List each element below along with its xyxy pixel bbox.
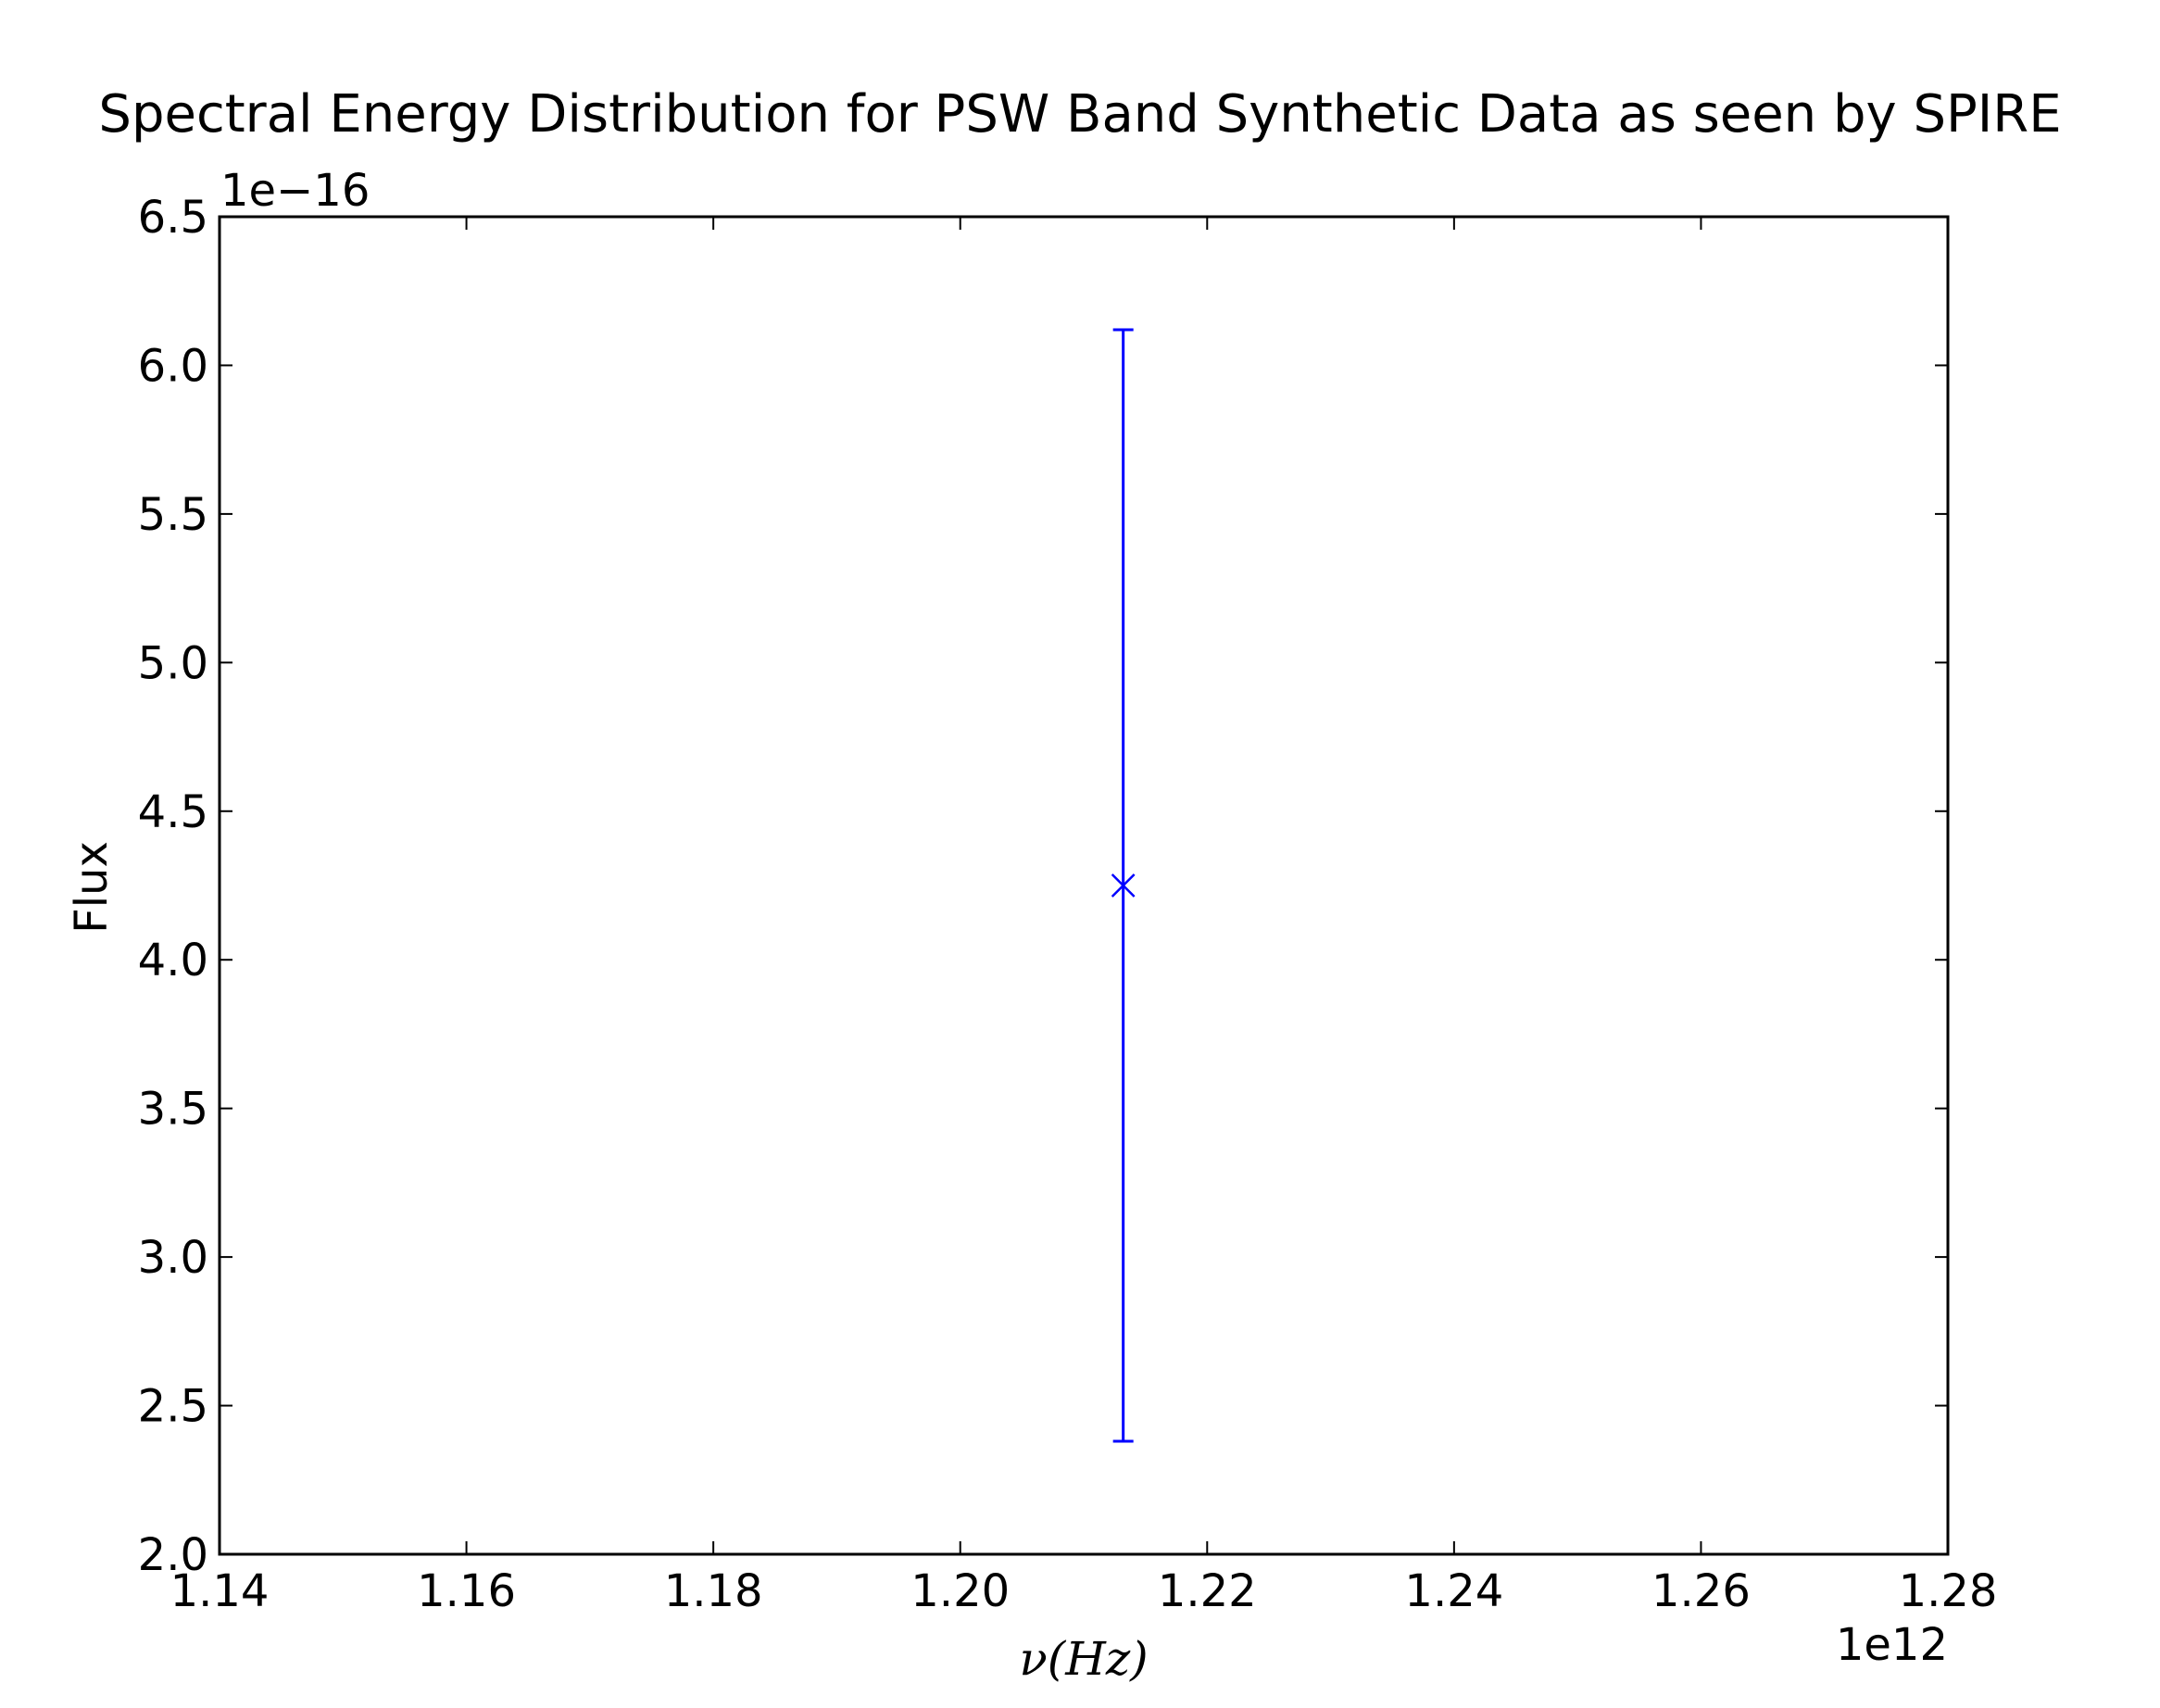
data-point-marker	[1111, 873, 1136, 898]
x-tick-label: 1.16	[417, 1565, 516, 1617]
x-tick-label: 1.14	[170, 1565, 270, 1617]
y-tick-label: 2.5	[138, 1381, 208, 1433]
x-tick-label: 1.24	[1404, 1565, 1503, 1617]
plot-area	[218, 215, 1950, 1556]
x-tick-label: 1.20	[910, 1565, 1010, 1617]
y-axis-ticks: 2.0 2.5 3.0 3.5 4.0 4.5 5.0 5.5 6.0 6.5	[138, 192, 1948, 1581]
x-tick-label: 1.22	[1158, 1565, 1257, 1617]
y-axis-offset-label: 1e−16	[220, 165, 370, 217]
y-tick-label: 4.0	[138, 935, 208, 986]
x-axis-offset-label: 1e12	[1836, 1619, 1948, 1671]
y-tick-label: 5.5	[138, 489, 208, 541]
y-tick-label: 4.5	[138, 786, 208, 838]
x-tick-label: 1.18	[664, 1565, 763, 1617]
x-axis-ticks: 1.14 1.16 1.18 1.20 1.22 1.24 1.26 1.28	[170, 217, 1998, 1617]
series-markers	[1111, 328, 1136, 1443]
chart-title: Spectral Energy Distribution for PSW Ban…	[98, 84, 2061, 144]
y-axis-label: Flux	[66, 841, 118, 934]
y-tick-label: 6.0	[138, 340, 208, 392]
x-axis-label: ν(Hz)	[1019, 1632, 1148, 1686]
y-tick-label: 5.0	[138, 637, 208, 689]
y-tick-label: 3.0	[138, 1232, 208, 1284]
x-tick-label: 1.26	[1651, 1565, 1751, 1617]
y-tick-label: 2.0	[138, 1529, 208, 1581]
x-tick-label: 1.28	[1899, 1565, 1998, 1617]
y-tick-label: 3.5	[138, 1084, 208, 1136]
y-tick-label: 6.5	[138, 192, 208, 244]
